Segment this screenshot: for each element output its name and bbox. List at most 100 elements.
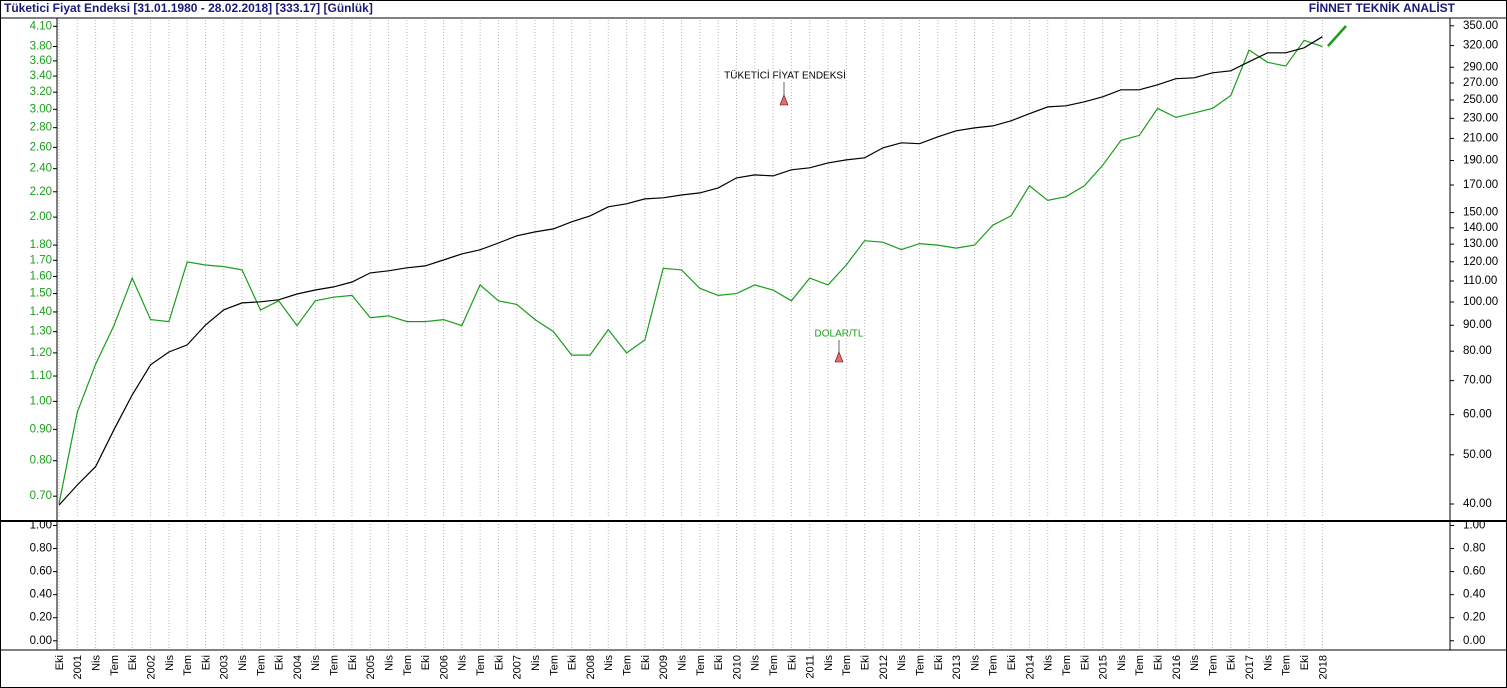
y2-tick-label: 40.00: [1463, 498, 1492, 510]
x-tick-label: Eki: [1226, 655, 1238, 670]
x-tick-label: Nis: [969, 655, 981, 671]
y2-tick-label: 100.00: [1463, 296, 1498, 308]
x-tick-label: Tem: [1281, 655, 1293, 676]
x-tick-label: Nis: [750, 655, 762, 671]
y2-tick-label: 230.00: [1463, 112, 1498, 124]
x-tick-label: Eki: [1153, 655, 1165, 670]
y-tick-label: 3.00: [30, 103, 52, 115]
annotation-marker: [779, 94, 789, 106]
x-tick-label: Tem: [548, 655, 560, 676]
x-tick-label: Tem: [255, 655, 267, 676]
series-line: [58, 39, 1323, 505]
x-tick-label: 2009: [658, 655, 670, 679]
y2-tick-label: 70.00: [1463, 375, 1492, 387]
x-tick-label: 2002: [145, 655, 157, 679]
x-tick-label: Eki: [1079, 655, 1091, 670]
y2-tick-label: 250.00: [1463, 94, 1498, 106]
x-tick-label: Eki: [860, 655, 872, 670]
y-tick-label: 1.60: [30, 270, 52, 282]
y2-tick-label: 0.60: [1463, 566, 1485, 578]
y-tick-label: 1.40: [30, 306, 52, 318]
x-tick-label: Nis: [603, 655, 615, 671]
x-tick-label: Nis: [164, 655, 176, 671]
y2-tick-label: 130.00: [1463, 238, 1498, 250]
y-tick-label: 1.00: [30, 519, 52, 531]
x-tick-label: 2018: [1317, 655, 1329, 679]
y-tick-label: 3.80: [30, 41, 52, 53]
y-tick-label: 0.60: [30, 566, 52, 578]
x-tick-label: Eki: [493, 655, 505, 670]
y2-tick-label: 90.00: [1463, 319, 1492, 331]
y-tick-label: 1.30: [30, 326, 52, 338]
x-tick-label: Nis: [1262, 655, 1274, 671]
x-tick-label: Tem: [475, 655, 487, 676]
x-tick-label: Tem: [1061, 655, 1073, 676]
y2-tick-label: 210.00: [1463, 132, 1498, 144]
x-tick-label: 2015: [1098, 655, 1110, 679]
y2-tick-label: 0.40: [1463, 589, 1485, 601]
y-tick-label: 1.10: [30, 370, 52, 382]
series-line: [58, 36, 1323, 506]
y-tick-label: 0.20: [30, 612, 52, 624]
y2-tick-label: 0.80: [1463, 543, 1485, 555]
x-tick-label: Nis: [823, 655, 835, 671]
y-tick-label: 2.00: [30, 211, 52, 223]
series-annotation: DOLAR/TL: [815, 329, 864, 340]
y-tick-label: 4.10: [30, 20, 52, 32]
x-tick-label: 2011: [805, 655, 817, 679]
x-tick-label: 2003: [219, 655, 231, 679]
x-tick-label: Eki: [127, 655, 139, 670]
y-tick-label: 2.80: [30, 122, 52, 134]
x-tick-label: Eki: [640, 655, 652, 670]
x-tick-label: Nis: [1116, 655, 1128, 671]
x-tick-label: Nis: [1189, 655, 1201, 671]
y2-tick-label: 80.00: [1463, 345, 1492, 357]
x-tick-label: Eki: [347, 655, 359, 670]
y-tick-label: 1.80: [30, 239, 52, 251]
y2-tick-label: 150.00: [1463, 207, 1498, 219]
x-tick-label: 2008: [585, 655, 597, 679]
x-tick-label: 2001: [72, 655, 84, 679]
brand: FİNNET TEKNİK ANALİST: [1309, 0, 1456, 15]
x-tick-label: Tem: [1134, 655, 1146, 676]
chart-title: Tüketici Fiyat Endeksi [31.01.1980 - 28.…: [4, 1, 373, 15]
trend-arrow: [1327, 25, 1347, 47]
x-tick-label: Nis: [383, 655, 395, 671]
x-tick-label: 2005: [365, 655, 377, 679]
x-tick-label: Nis: [896, 655, 908, 671]
x-tick-label: 2014: [1024, 655, 1036, 679]
y-tick-label: 0.90: [30, 423, 52, 435]
x-tick-label: Eki: [713, 655, 725, 670]
y-tick-label: 3.40: [30, 70, 52, 82]
x-tick-label: Tem: [622, 655, 634, 676]
y2-tick-label: 290.00: [1463, 61, 1498, 73]
x-tick-label: Eki: [274, 655, 286, 670]
y2-tick-label: 0.20: [1463, 612, 1485, 624]
x-tick-label: 2012: [878, 655, 890, 679]
x-tick-label: 2013: [951, 655, 963, 679]
y-tick-label: 3.20: [30, 86, 52, 98]
y2-tick-label: 1.00: [1463, 519, 1485, 531]
x-tick-label: Nis: [457, 655, 469, 671]
x-tick-label: Nis: [91, 655, 103, 671]
x-tick-label: Eki: [567, 655, 579, 670]
y-tick-label: 0.80: [30, 455, 52, 467]
y2-tick-label: 320.00: [1463, 40, 1498, 52]
x-tick-label: Tem: [841, 655, 853, 676]
y-tick-label: 2.20: [30, 186, 52, 198]
y-tick-label: 0.80: [30, 543, 52, 555]
x-tick-label: Tem: [914, 655, 926, 676]
x-tick-label: Eki: [1006, 655, 1018, 670]
x-tick-label: Tem: [988, 655, 1000, 676]
x-tick-label: 2006: [438, 655, 450, 679]
x-tick-label: Tem: [695, 655, 707, 676]
y2-tick-label: 190.00: [1463, 155, 1498, 167]
y-tick-label: 1.00: [30, 395, 52, 407]
series-annotation: TÜKETİCİ FİYAT ENDEKSİ: [724, 69, 846, 82]
y2-tick-label: 50.00: [1463, 449, 1492, 461]
x-tick-label: Eki: [786, 655, 798, 670]
y2-tick-label: 350.00: [1463, 20, 1498, 32]
x-tick-label: Eki: [54, 655, 66, 670]
